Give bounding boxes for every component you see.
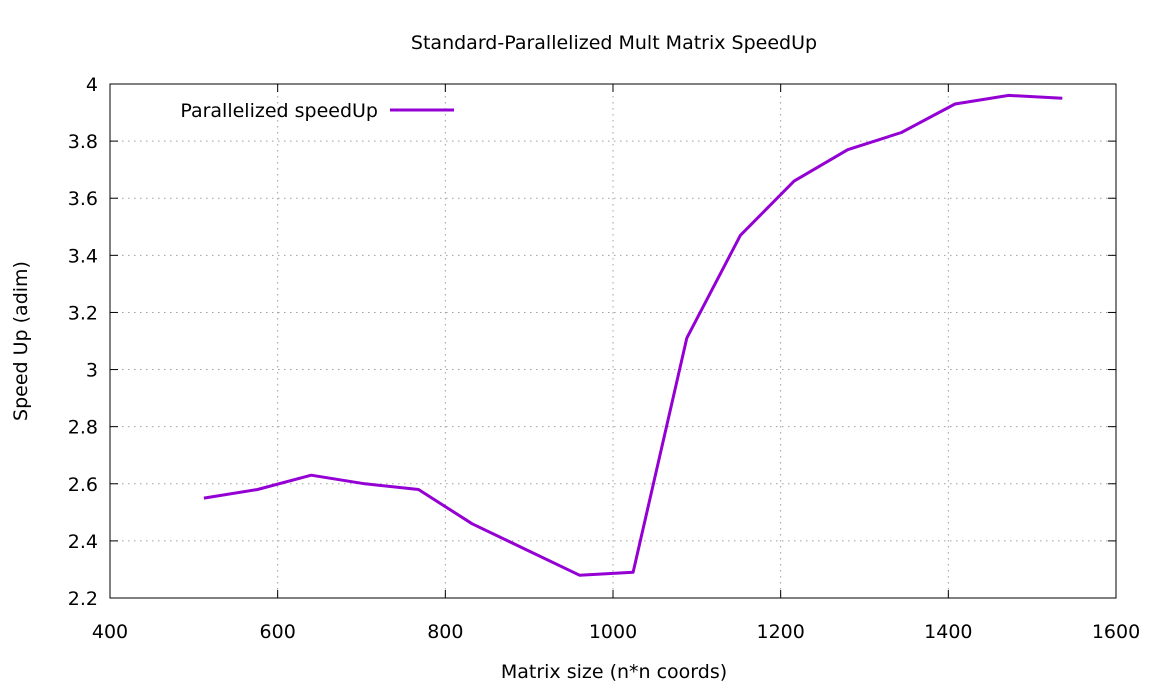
y-tick-label: 3 — [86, 360, 98, 382]
y-tick-label: 2.4 — [68, 531, 98, 553]
y-tick-label: 4 — [86, 74, 98, 96]
y-tick-label: 3.6 — [68, 188, 98, 210]
series-layer — [203, 93, 1063, 577]
ticks: 400 600 800 1000 1200 1400 1600 2.2 2.4 2.6 2.8 3 3.… — [68, 74, 1140, 643]
legend: Parallelized speedUp — [180, 100, 454, 122]
axes — [109, 83, 1117, 599]
y-tick-label: 3.8 — [68, 131, 98, 153]
chart-title: Standard-Parallelized Mult Matrix SpeedU… — [411, 32, 817, 54]
x-tick-label: 1200 — [756, 621, 804, 643]
y-tick-label: 3.4 — [68, 245, 98, 267]
y-tick-label: 3.2 — [68, 302, 98, 324]
x-tick-label: 1400 — [924, 621, 972, 643]
plot-frame — [109, 83, 1117, 599]
x-tick-label: 1000 — [589, 621, 637, 643]
grid-lines — [110, 84, 1116, 598]
legend-label: Parallelized speedUp — [180, 100, 378, 122]
x-tick-label: 400 — [92, 621, 128, 643]
y-tick-label: 2.2 — [68, 588, 98, 610]
series-line — [203, 93, 1063, 577]
y-axis-title: Speed Up (adim) — [10, 261, 32, 421]
y-tick-label: 2.6 — [68, 474, 98, 496]
x-tick-label: 600 — [260, 621, 296, 643]
x-tick-label: 800 — [427, 621, 463, 643]
y-tick-label: 2.8 — [68, 417, 98, 439]
x-tick-label: 1600 — [1092, 621, 1140, 643]
x-axis-title: Matrix size (n*n coords) — [501, 661, 727, 683]
